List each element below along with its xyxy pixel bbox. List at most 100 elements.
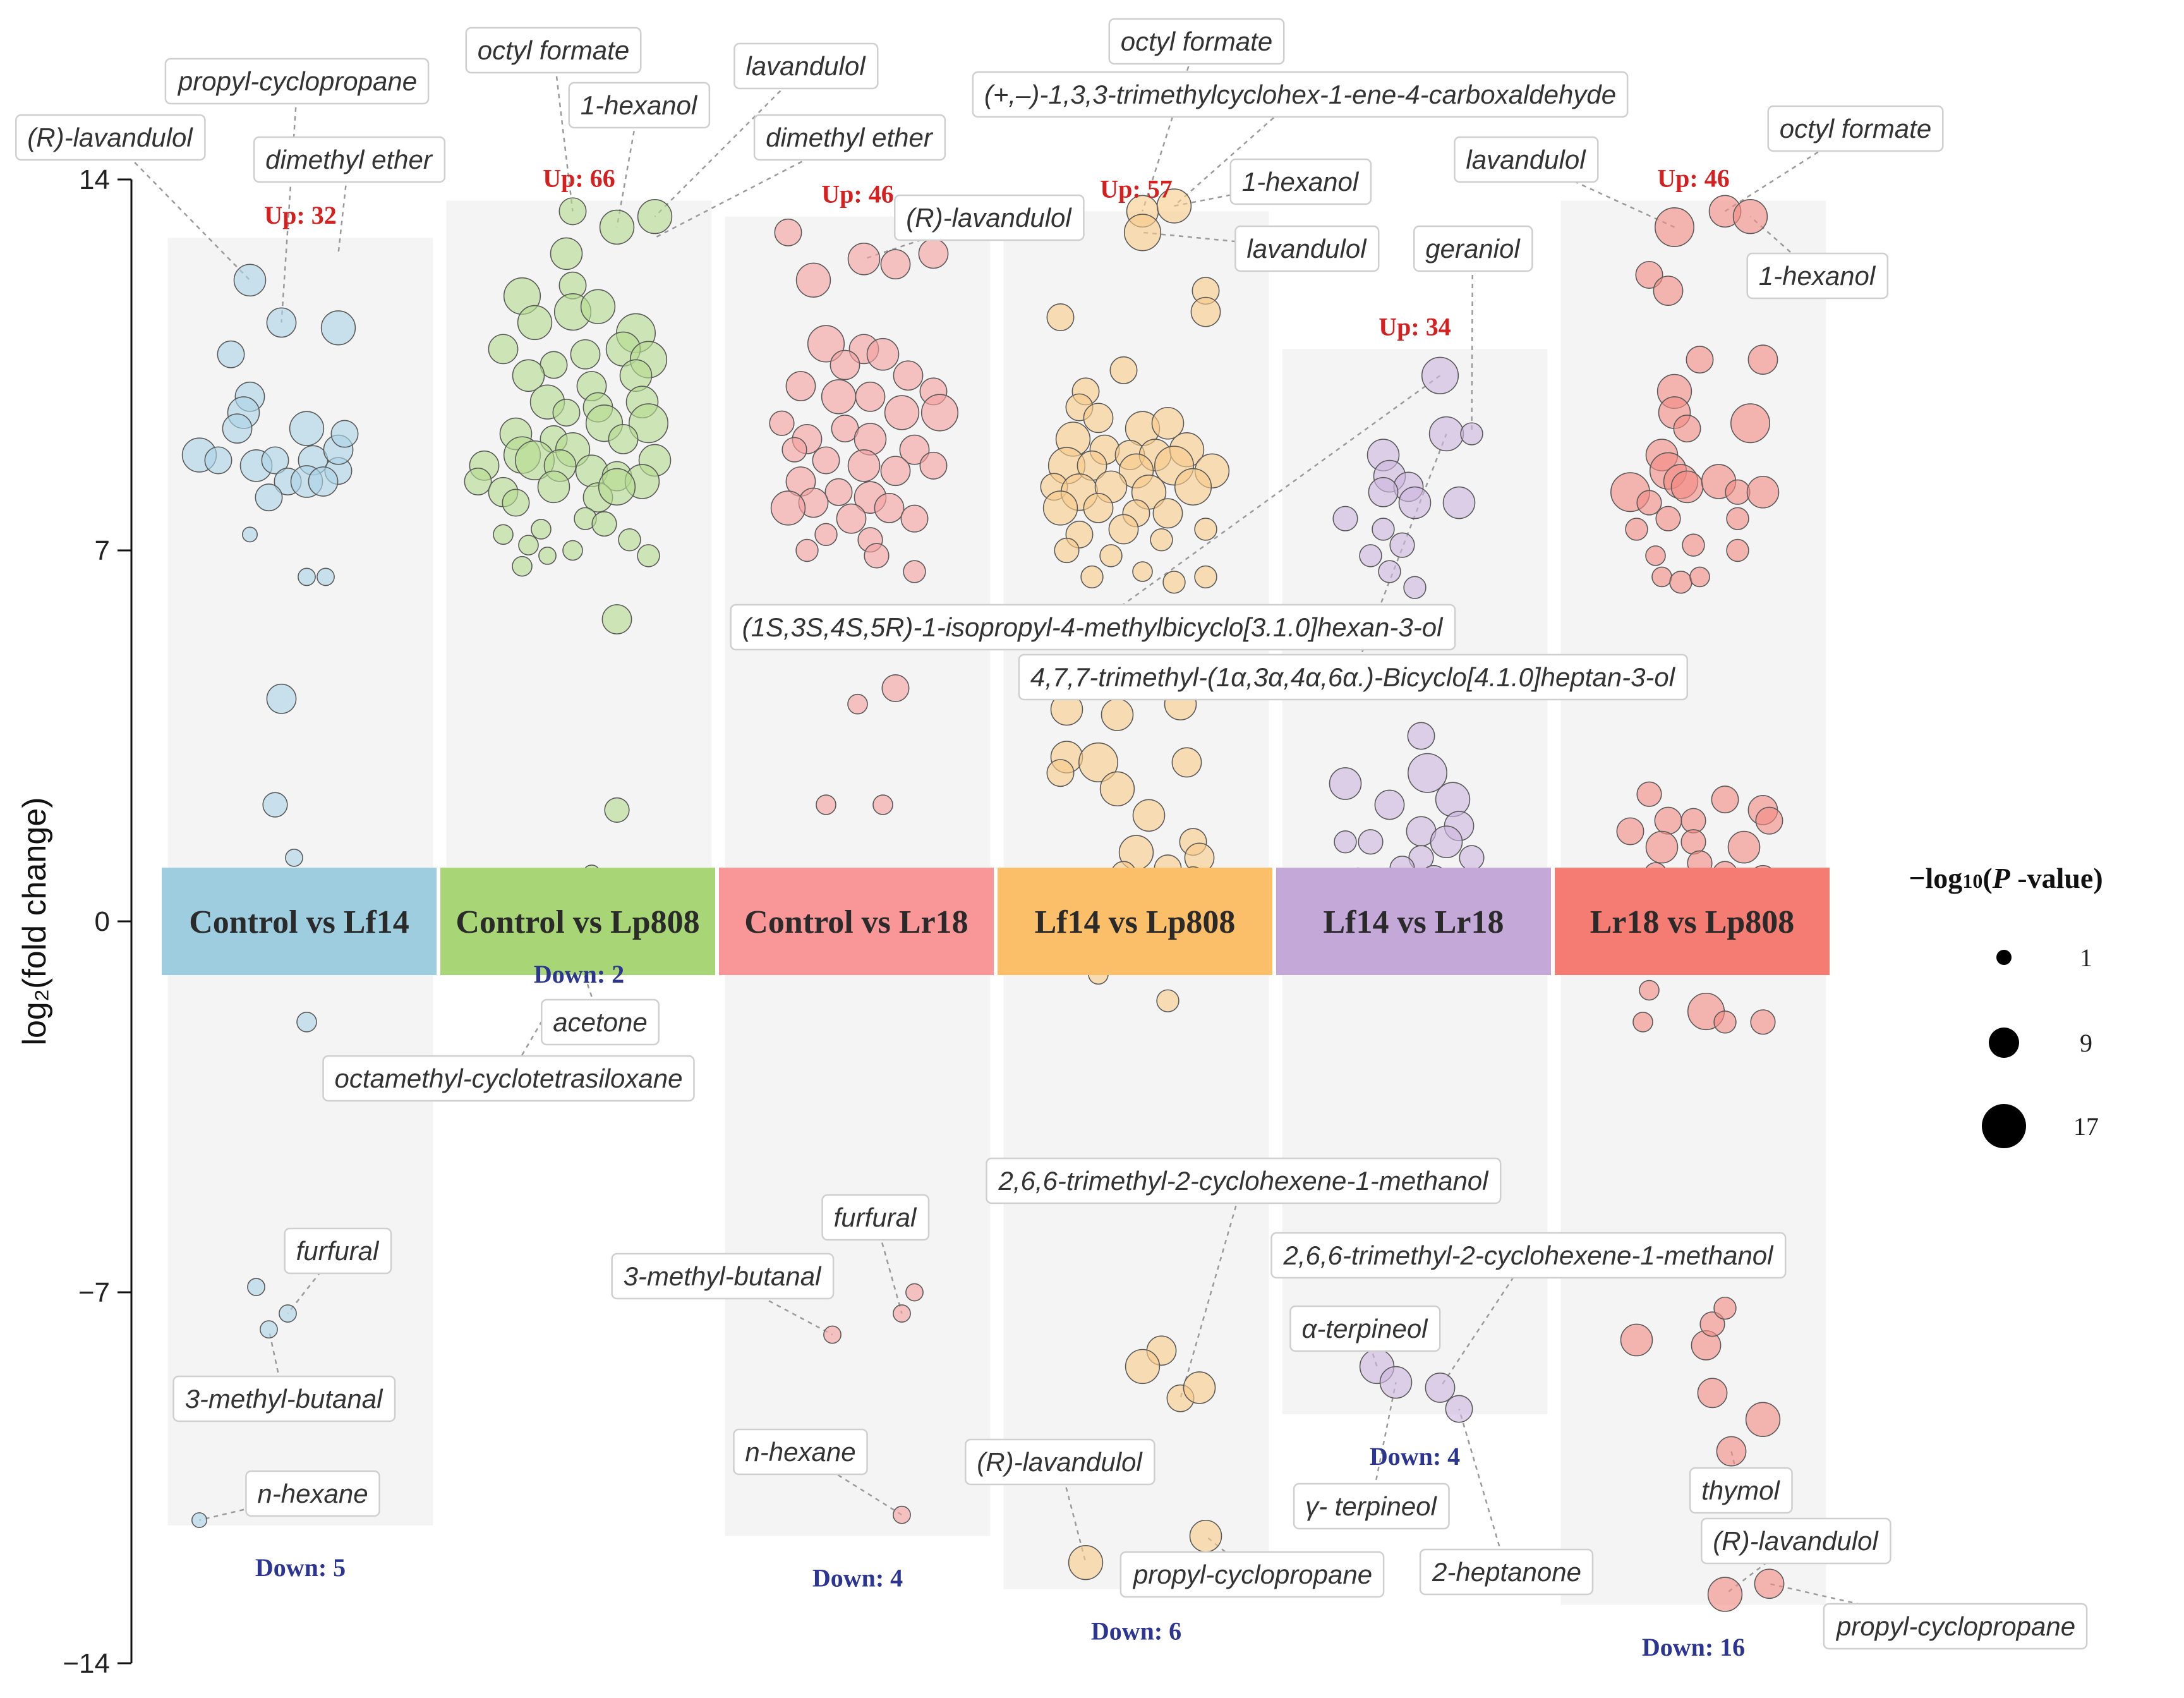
data-point <box>308 466 339 497</box>
down-count-label: Down: 4 <box>1370 1442 1460 1471</box>
legend-size-label: 17 <box>2073 1112 2099 1141</box>
annotation-label: (R)-lavandulol <box>906 203 1072 233</box>
data-point <box>1616 817 1644 846</box>
data-point <box>266 307 297 338</box>
data-point <box>1358 829 1384 855</box>
data-point <box>1669 571 1692 594</box>
data-point <box>1389 532 1415 558</box>
data-point <box>1109 356 1138 384</box>
data-point <box>847 449 881 482</box>
annotation: 4,7,7-trimethyl-(1α,3α,4α,6α.)-Bicyclo[4… <box>1018 653 1689 701</box>
y-tick-label: 14 <box>79 164 110 195</box>
annotation: (+,–)-1,3,3-trimethylcyclohex-1-ene-4-ca… <box>972 71 1629 118</box>
annotation-label: 1-hexanol <box>1759 261 1876 291</box>
data-point <box>628 403 668 444</box>
data-point <box>512 555 533 577</box>
annotation-leader-lines <box>109 40 1957 1627</box>
annotation-box <box>1229 158 1372 205</box>
data-point <box>785 371 816 401</box>
data-point <box>1655 207 1695 247</box>
data-point <box>1428 416 1464 452</box>
data-point <box>1755 806 1783 835</box>
data-point <box>1682 533 1705 557</box>
annotation-box <box>1767 105 1944 152</box>
down-count-label: Down: 5 <box>255 1553 346 1582</box>
up-count-label: Up: 57 <box>1100 174 1172 203</box>
annotation-box <box>245 1470 380 1517</box>
data-points <box>181 188 1785 1612</box>
data-point <box>285 848 303 867</box>
data-point <box>1635 260 1663 289</box>
annotation-label: furfural <box>296 1236 380 1266</box>
data-point <box>1655 506 1681 531</box>
data-point <box>1372 518 1395 541</box>
data-point <box>204 446 232 475</box>
data-point <box>1123 214 1162 252</box>
annotation: 3-methyl-butanal <box>172 1375 396 1422</box>
data-point <box>1398 486 1432 519</box>
data-point <box>1745 1402 1781 1437</box>
annotation-label: γ- terpineol <box>1305 1491 1437 1521</box>
data-point <box>591 511 617 537</box>
data-point <box>781 437 807 463</box>
data-point <box>1054 537 1080 564</box>
up-count-label: Up: 46 <box>821 180 893 209</box>
group-label: Lf14 vs Lp808 <box>1035 904 1236 940</box>
data-point <box>1707 1577 1743 1612</box>
group-label-strip: Control vs Lf14 Control vs Lp808 Control v… <box>162 868 1830 975</box>
data-point <box>1189 1519 1222 1553</box>
data-point <box>920 394 959 432</box>
annotation-box <box>284 1227 392 1275</box>
legend-title: −log10(P -value) <box>1909 862 2103 894</box>
data-point <box>1408 753 1448 793</box>
annotation-label: (R)-lavandulol <box>27 123 193 152</box>
data-point <box>552 398 581 427</box>
data-point <box>320 310 356 346</box>
annotation-label: thymol <box>1701 1476 1780 1505</box>
annotation-label: 2-heptanone <box>1432 1557 1581 1587</box>
annotation: furfural <box>284 1227 392 1275</box>
data-point <box>1636 490 1662 516</box>
annotation-box <box>164 58 430 105</box>
data-point <box>562 540 583 561</box>
y-tick-label: −14 <box>63 1648 110 1679</box>
data-point <box>1732 199 1768 234</box>
annotation-label: octyl formate <box>1121 27 1272 56</box>
annotation-leader <box>552 49 574 212</box>
data-point <box>1108 514 1139 545</box>
data-point <box>821 379 857 415</box>
legend-size-marker <box>1989 1028 2019 1058</box>
data-point <box>1699 1311 1725 1337</box>
up-count-label: Up: 32 <box>264 201 336 229</box>
group-label: Control vs Lp808 <box>456 904 699 940</box>
data-point <box>1651 566 1672 588</box>
annotation-label: 2,6,6-trimethyl-2-cyclohexene-1-methanol <box>998 1166 1489 1196</box>
data-point <box>1099 544 1123 567</box>
data-point <box>1101 698 1134 731</box>
data-point <box>1435 782 1471 817</box>
data-point <box>464 467 492 495</box>
data-point <box>261 446 289 475</box>
data-point <box>1046 303 1075 332</box>
annotation-box <box>1823 1603 2088 1650</box>
annotation-box <box>730 603 1456 651</box>
annotation-label: octyl formate <box>478 35 629 65</box>
up-count-label: Up: 66 <box>543 164 615 193</box>
data-point <box>836 503 867 534</box>
legend-size-marker <box>1996 950 2012 965</box>
data-point <box>1407 722 1435 750</box>
annotation: dimethyl ether <box>753 114 946 161</box>
up-count-label: Up: 46 <box>1657 164 1729 193</box>
annotation-box <box>1119 1551 1385 1598</box>
data-point <box>191 1512 207 1529</box>
annotation-box <box>965 1438 1155 1486</box>
annotation: (1S,3S,4S,5R)-1-isopropyl-4-methylbicycl… <box>730 603 1456 651</box>
annotation-label: octamethyl-cyclotetrasiloxane <box>335 1064 683 1093</box>
annotation-label: propyl-cyclopropane <box>1835 1611 2075 1641</box>
data-point <box>262 792 288 818</box>
data-point <box>1726 538 1749 562</box>
data-point <box>1174 468 1212 506</box>
data-point <box>905 1283 924 1302</box>
data-point <box>1442 486 1476 519</box>
